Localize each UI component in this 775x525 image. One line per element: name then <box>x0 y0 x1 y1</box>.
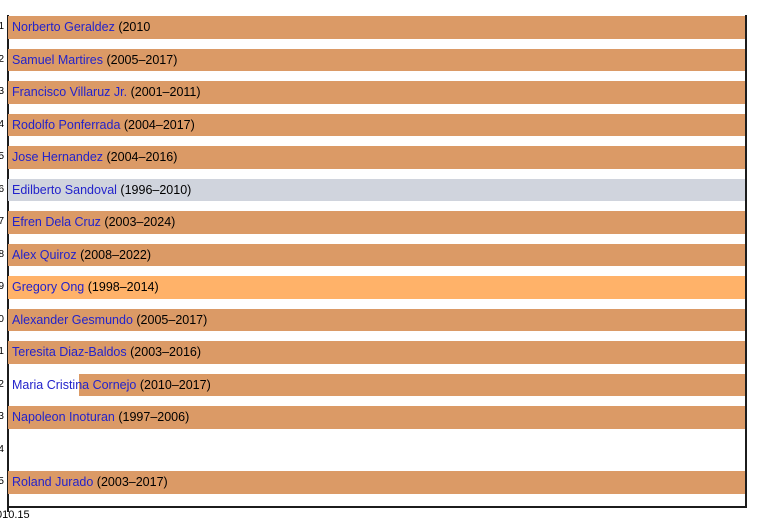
term-bar <box>8 341 745 364</box>
term-years: (2003–2024) <box>104 215 176 229</box>
row-number-12: 12 <box>0 378 4 390</box>
term-bar <box>8 146 745 169</box>
row-number-13: 13 <box>0 411 4 423</box>
y-axis-right-spine <box>745 15 747 508</box>
term-years: (2005–2017) <box>136 312 208 327</box>
term-bar <box>8 48 745 71</box>
justice-name-link[interactable]: Napoleon Inoturan <box>12 410 115 424</box>
row-number-6: 6 <box>0 183 4 195</box>
term-bar <box>8 308 745 331</box>
justice-name-link[interactable]: Samuel Martires <box>12 52 103 67</box>
term-years: (2005–2017) <box>106 52 178 67</box>
row-label: Edilberto Sandoval (1996–2010) <box>12 179 191 202</box>
term-years: (1998–2014) <box>87 280 159 294</box>
justice-name-link[interactable]: Francisco Villaruz Jr. <box>12 85 128 99</box>
row-number-2: 2 <box>0 53 4 65</box>
term-years: (2010 <box>118 20 151 34</box>
y-axis-left-spine <box>7 15 9 508</box>
term-years: (2004–2016) <box>106 150 178 164</box>
row-label: Teresita Diaz-Baldos (2003–2016) <box>12 341 201 364</box>
row-label: Alex Quiroz (2008–2022) <box>12 244 151 267</box>
term-years: (2008–2022) <box>80 247 151 262</box>
justice-name-link[interactable]: Gregory Ong <box>12 280 85 294</box>
term-years: (2004–2017) <box>123 117 195 132</box>
term-bar <box>8 81 745 104</box>
x-axis-tick <box>7 507 9 512</box>
row-number-3: 3 <box>0 86 4 98</box>
justice-name-link[interactable]: Jose Hernandez <box>12 150 104 164</box>
row-number-14: 14 <box>0 443 4 455</box>
justice-name-link[interactable]: Rodolfo Ponferrada <box>12 117 121 132</box>
term-bar <box>8 211 745 234</box>
row-label: Alexander Gesmundo (2005–2017) <box>12 309 207 332</box>
justice-name-link[interactable]: Roland Jurado <box>12 475 94 489</box>
row-label: Efren Dela Cruz (2003–2024) <box>12 211 175 234</box>
term-bar <box>8 243 745 266</box>
row-label: Napoleon Inoturan (1997–2006) <box>12 406 189 429</box>
justice-name-link[interactable]: Alex Quiroz <box>12 247 77 262</box>
term-bar <box>8 113 745 136</box>
row-label: Jose Hernandez (2004–2016) <box>12 146 177 169</box>
row-label: Norberto Geraldez (2010 <box>12 16 150 39</box>
term-bar <box>8 406 745 429</box>
term-years: (2001–2011) <box>130 85 201 99</box>
x-axis-spine <box>7 506 747 508</box>
term-years: (2010–2017) <box>139 377 211 392</box>
row-label: Roland Jurado (2003–2017) <box>12 471 168 494</box>
row-number-5: 5 <box>0 151 4 163</box>
row-number-1: 1 <box>0 21 4 33</box>
justice-name-link[interactable]: Norberto Geraldez <box>12 20 115 34</box>
justice-name-link[interactable]: Alexander Gesmundo <box>12 312 133 327</box>
term-years: (1997–2006) <box>118 410 190 424</box>
row-number-9: 9 <box>0 281 4 293</box>
justice-name-link[interactable]: Teresita Diaz-Baldos <box>12 345 127 359</box>
term-bar <box>79 373 745 396</box>
row-number-8: 8 <box>0 248 4 260</box>
row-number-4: 4 <box>0 118 4 130</box>
term-bar <box>8 276 745 299</box>
term-years: (1996–2010) <box>120 182 192 197</box>
term-years: (2003–2017) <box>96 475 168 489</box>
term-bar <box>8 178 745 201</box>
row-label: Francisco Villaruz Jr. (2001–2011) <box>12 81 201 104</box>
x-axis-tick-label: 010.15 <box>0 509 30 521</box>
term-bar <box>8 16 745 39</box>
justice-name-link[interactable]: Efren Dela Cruz <box>12 215 101 229</box>
justice-name-link[interactable]: Maria Cristina Cornejo <box>12 377 137 392</box>
row-label: Rodolfo Ponferrada (2004–2017) <box>12 114 195 137</box>
row-number-10: 10 <box>0 313 4 325</box>
row-label: Maria Cristina Cornejo (2010–2017) <box>12 374 211 397</box>
row-label: Gregory Ong (1998–2014) <box>12 276 159 299</box>
row-label: Samuel Martires (2005–2017) <box>12 49 177 72</box>
term-bar <box>8 471 745 494</box>
row-number-11: 11 <box>0 346 4 358</box>
row-number-15: 15 <box>0 476 4 488</box>
row-number-7: 7 <box>0 216 4 228</box>
justice-name-link[interactable]: Edilberto Sandoval <box>12 182 117 197</box>
term-years: (2003–2016) <box>130 345 202 359</box>
